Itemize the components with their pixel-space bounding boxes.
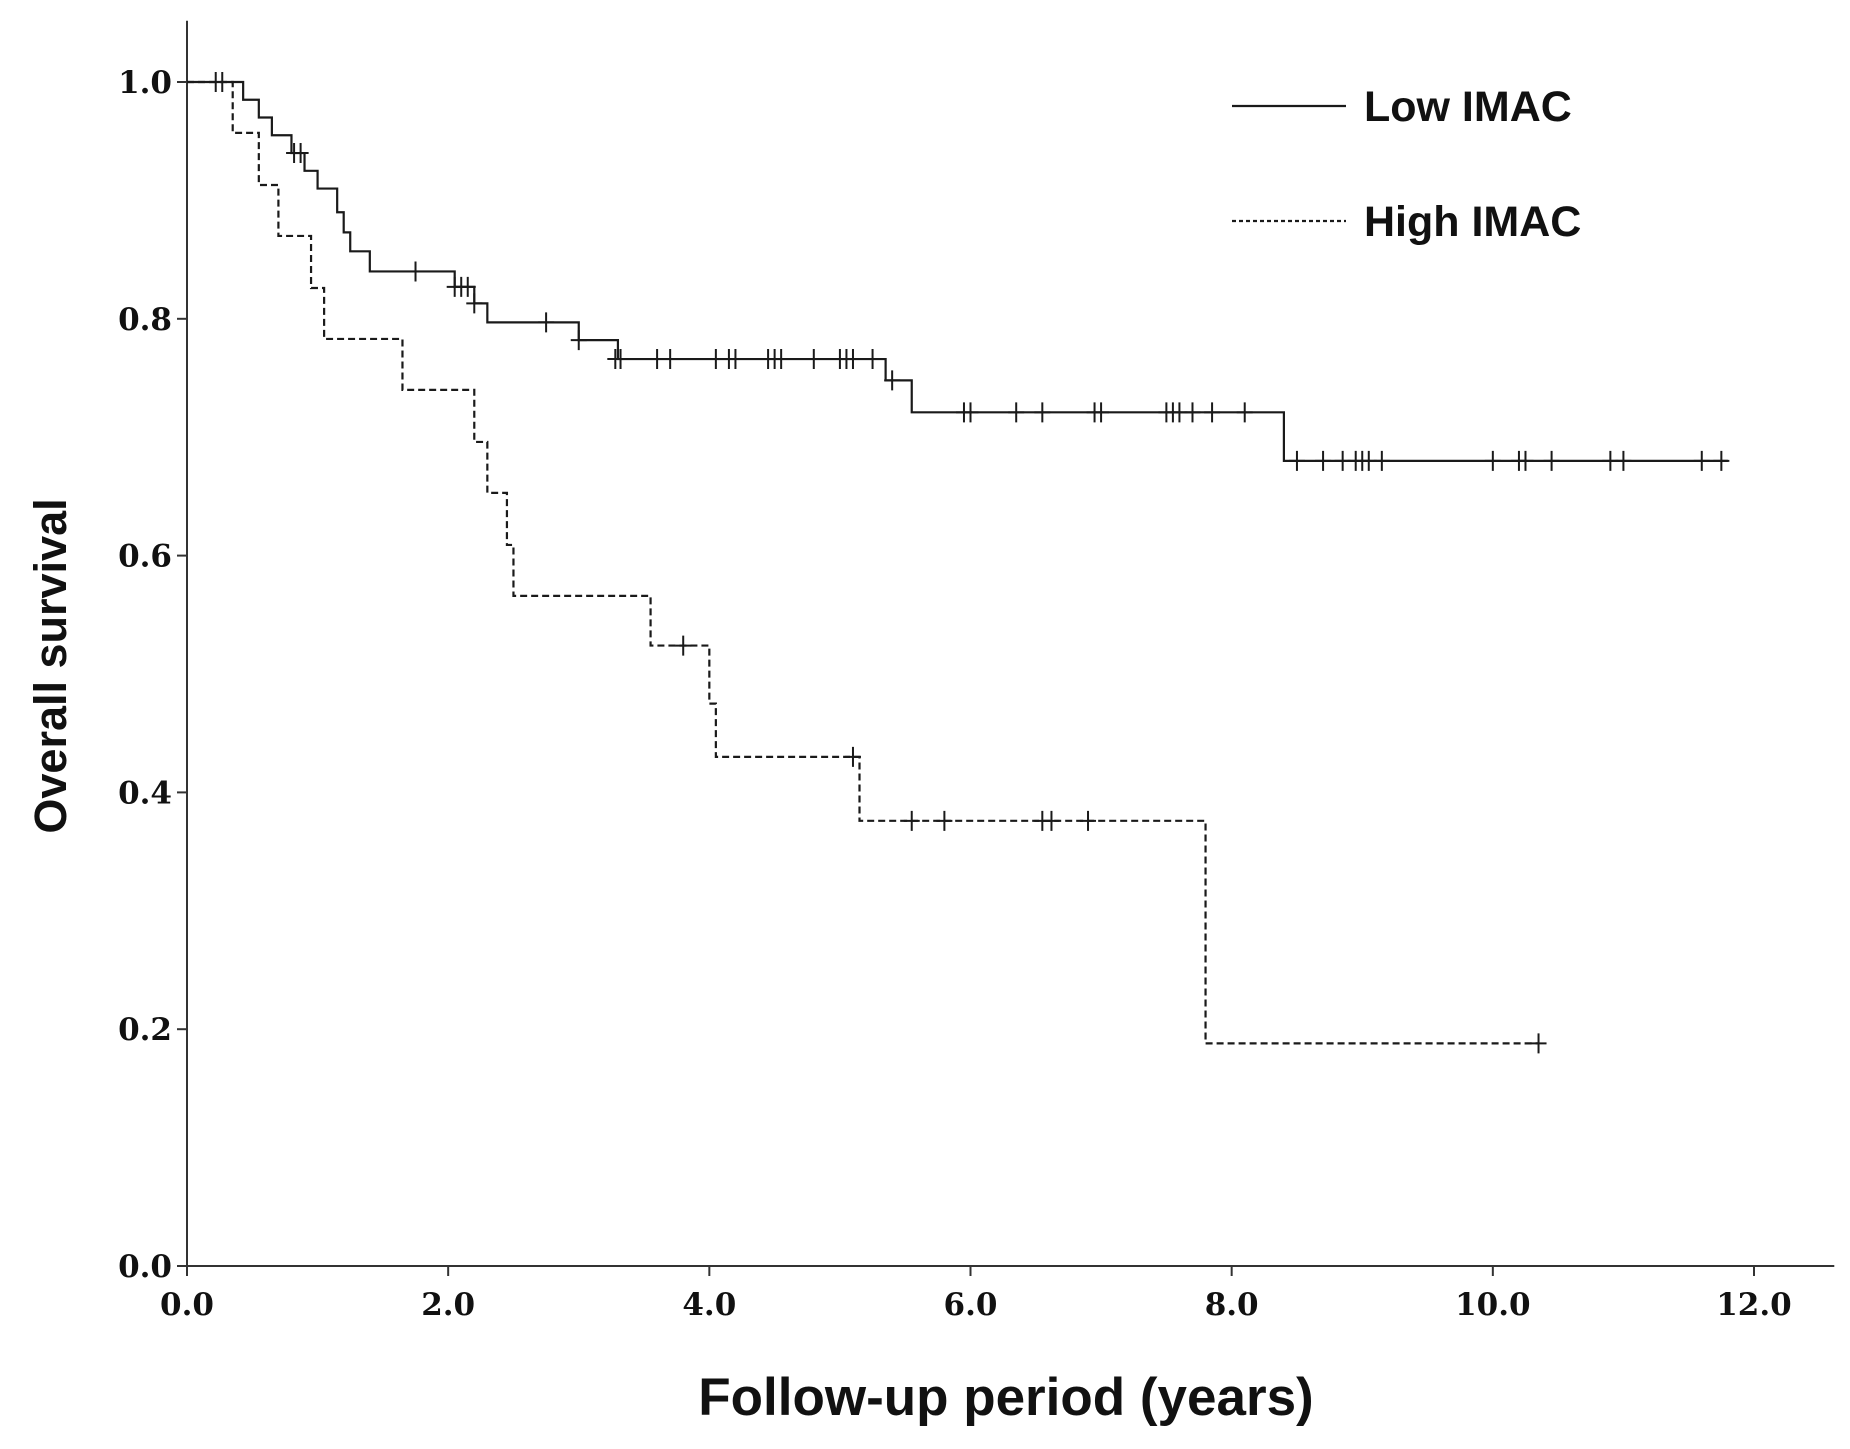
censor-mark: [1315, 450, 1332, 471]
censor-mark: [1543, 450, 1560, 471]
censor-mark: [1288, 450, 1305, 471]
censor-mark: [1713, 450, 1730, 471]
censor-mark: [864, 349, 881, 370]
censor-mark: [844, 349, 861, 370]
censor-mark: [612, 349, 629, 370]
censor-mark: [459, 276, 476, 297]
censor-mark: [773, 349, 790, 370]
censor-mark: [570, 330, 587, 351]
censor-mark: [538, 312, 555, 333]
censor-mark: [1008, 402, 1025, 423]
x-tick-label: 10.0: [1455, 1287, 1531, 1323]
series-high-imac: [187, 80, 1547, 1054]
y-tick-label: 1.0: [118, 65, 172, 101]
censor-mark: [1484, 450, 1501, 471]
censor-mark: [727, 349, 744, 370]
censor-mark: [662, 349, 679, 370]
censor-mark: [805, 349, 822, 370]
high-imac-survival-curve: [187, 80, 1539, 1045]
x-tick-label: 6.0: [944, 1287, 998, 1323]
censor-mark: [884, 370, 901, 391]
censor-mark: [1043, 810, 1060, 831]
censor-mark: [1093, 402, 1110, 423]
censor-mark: [466, 293, 483, 314]
legend-label: High IMAC: [1364, 198, 1581, 246]
censor-mark: [903, 810, 920, 831]
y-axis-title: Overall survival: [25, 498, 76, 833]
y-tick-label: 0.2: [118, 1012, 172, 1048]
x-tick-label: 2.0: [421, 1287, 475, 1323]
axes: 0.0 2.0 4.0 6.0 8.0 10.0 12.0 0.0 0.2 0.4 0.6 0.8 1.…: [118, 20, 1835, 1323]
censor-mark: [962, 402, 979, 423]
censor-mark: [1615, 450, 1632, 471]
censor-mark: [844, 746, 861, 767]
censor-mark: [1530, 1033, 1547, 1054]
censor-mark: [1034, 402, 1051, 423]
legend: Low IMAC High IMAC: [1232, 83, 1581, 246]
y-tick-label: 0.6: [118, 539, 172, 575]
series-layer: [187, 72, 1730, 1054]
x-tick-label: 0.0: [160, 1287, 214, 1323]
censor-mark: [1373, 450, 1390, 471]
y-tick-label: 0.8: [118, 302, 172, 338]
censor-mark: [1517, 450, 1534, 471]
censor-mark: [407, 261, 424, 282]
x-tick-label: 12.0: [1716, 1287, 1792, 1323]
legend-label: Low IMAC: [1364, 83, 1572, 131]
censor-mark: [292, 143, 309, 164]
censor-mark: [1184, 402, 1201, 423]
censor-mark: [1693, 450, 1710, 471]
censor-mark: [1204, 402, 1221, 423]
y-tick-label: 0.4: [118, 775, 172, 811]
y-tick-label: 0.0: [118, 1249, 172, 1285]
series-low-imac: [187, 72, 1730, 471]
censor-mark: [675, 635, 692, 656]
x-axis-title: Follow-up period (years): [698, 1368, 1313, 1427]
censor-mark: [1236, 402, 1253, 423]
x-tick-label: 8.0: [1205, 1287, 1259, 1323]
x-tick-label: 4.0: [682, 1287, 736, 1323]
censor-mark: [1080, 810, 1097, 831]
censor-mark: [936, 810, 953, 831]
